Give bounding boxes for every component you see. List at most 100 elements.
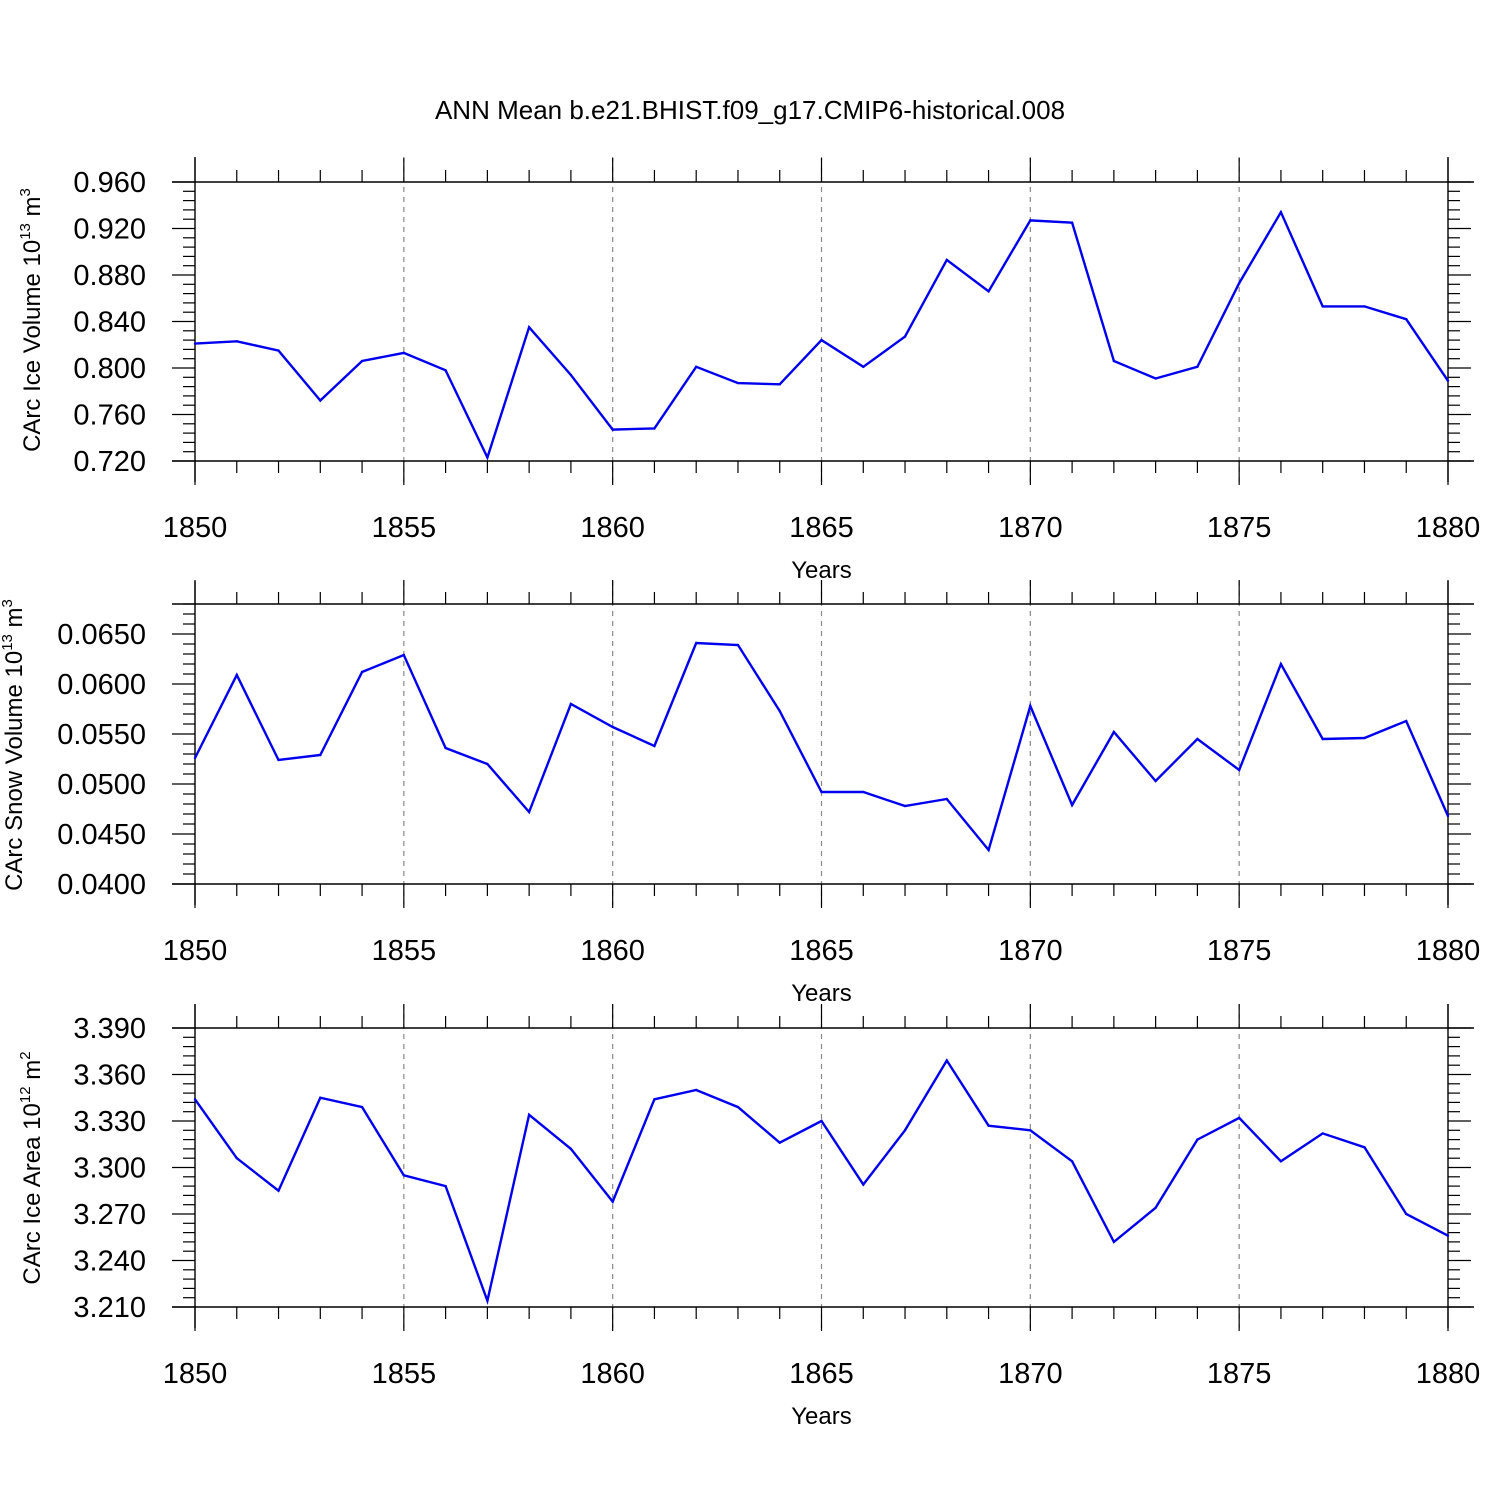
data-point (235, 1157, 238, 1160)
data-point (1321, 737, 1324, 741)
data-point (1446, 379, 1450, 382)
y-tick-label: 0.880 (73, 260, 146, 292)
x-axis-label: Years (791, 1403, 852, 1430)
y-tick-label: 0.760 (73, 400, 146, 432)
y-tick-label: 0.0600 (57, 669, 146, 701)
x-tick-label: 1860 (580, 935, 645, 967)
data-point (945, 1059, 948, 1062)
y-tick-label: 0.960 (73, 167, 146, 199)
y-tick-label: 3.360 (73, 1060, 146, 1092)
data-point (1363, 1146, 1366, 1149)
data-point (1446, 1234, 1450, 1237)
y-tick-label: 3.330 (73, 1106, 146, 1138)
data-point (695, 365, 698, 369)
data-point (903, 804, 907, 808)
data-point (1112, 1240, 1116, 1244)
x-tick-label: 1855 (372, 512, 437, 544)
x-tick-label: 1855 (372, 935, 437, 967)
x-tick-label: 1850 (163, 935, 228, 967)
data-point (486, 762, 489, 766)
data-point (820, 1119, 823, 1123)
data-point (1237, 281, 1241, 285)
data-point (527, 1113, 531, 1117)
data-point (1321, 1132, 1324, 1135)
y-tick-label: 0.800 (73, 353, 146, 385)
data-point (1112, 730, 1116, 734)
x-tick-label: 1880 (1416, 512, 1481, 544)
data-point (1237, 768, 1241, 772)
y-axis-label-exp: 13 (0, 634, 16, 651)
y-tick-label: 3.210 (73, 1292, 146, 1324)
data-point (444, 369, 447, 372)
data-point (1321, 305, 1324, 308)
data-point (1154, 779, 1157, 783)
x-tick-label: 1860 (580, 512, 645, 544)
data-point (360, 359, 364, 363)
x-axis-label: Years (791, 980, 852, 1007)
data-point (402, 351, 406, 355)
y-axis-label-unit: m (19, 196, 46, 223)
data-point (1363, 305, 1366, 308)
x-tick-label: 1870 (998, 512, 1063, 544)
data-point (736, 643, 740, 647)
y-axis-label-main: CArc Snow Volume 10 (1, 651, 28, 891)
data-point (1196, 365, 1199, 369)
y-axis-label-exp: 12 (17, 1086, 34, 1103)
data-point (987, 290, 990, 293)
data-point (1196, 1138, 1199, 1141)
x-tick-label: 1860 (580, 1358, 645, 1390)
data-point (987, 848, 990, 852)
data-point (611, 725, 614, 729)
data-point (653, 427, 656, 430)
x-tick-label: 1880 (1416, 1358, 1481, 1390)
data-point (1154, 377, 1157, 380)
data-point (444, 746, 447, 750)
data-point (527, 326, 531, 329)
data-point (1196, 737, 1199, 741)
data-point (903, 1129, 907, 1132)
y-tick-label: 0.0650 (57, 619, 146, 651)
data-point (1112, 359, 1116, 363)
x-tick-label: 1870 (998, 935, 1063, 967)
data-point (1029, 219, 1032, 222)
data-point (319, 399, 322, 402)
x-tick-label: 1880 (1416, 935, 1481, 967)
data-point (862, 790, 865, 794)
y-tick-label: 0.0500 (57, 769, 146, 801)
y-tick-label: 0.720 (73, 446, 146, 478)
y-axis-label-unit-exp: 3 (17, 188, 34, 196)
data-point (611, 1200, 614, 1203)
data-point (695, 641, 698, 645)
y-tick-label: 3.300 (73, 1153, 146, 1185)
y-axis-label-unit: m (1, 607, 28, 634)
data-point (1363, 736, 1366, 740)
x-tick-label: 1875 (1207, 935, 1272, 967)
data-point (945, 797, 948, 801)
data-point (1405, 719, 1408, 723)
y-axis-label: CArc Ice Area 1012 m2 (17, 1051, 46, 1284)
data-point (1279, 662, 1283, 666)
ice-volume-panel: 0.720 0.760 0.800 0.840 0.880 0.920 0.960 1850 1… (17, 157, 1480, 584)
data-point (695, 1088, 698, 1092)
data-point (778, 383, 781, 386)
data-point (862, 365, 865, 369)
x-tick-label: 1875 (1207, 1358, 1272, 1390)
y-axis-label: CArc Snow Volume 1013 m3 (0, 599, 28, 891)
y-tick-label: 0.840 (73, 307, 146, 339)
data-point (736, 1105, 740, 1109)
data-point (360, 1105, 364, 1109)
data-point (820, 790, 823, 794)
y-tick-label: 3.270 (73, 1199, 146, 1231)
data-point (193, 1098, 197, 1101)
data-point (736, 381, 740, 385)
data-point (319, 1096, 322, 1099)
data-point (193, 756, 197, 760)
data-point (569, 1147, 573, 1151)
data-point (778, 1141, 781, 1144)
data-point (402, 653, 406, 657)
y-axis-label: CArc Ice Volume 1013 m3 (17, 188, 46, 452)
y-tick-label: 0.0400 (57, 869, 146, 901)
y-axis-label-main: CArc Ice Area 10 (19, 1103, 46, 1284)
data-point (1029, 1129, 1032, 1132)
figure-title: ANN Mean b.e21.BHIST.f09_g17.CMIP6-histo… (435, 95, 1065, 125)
